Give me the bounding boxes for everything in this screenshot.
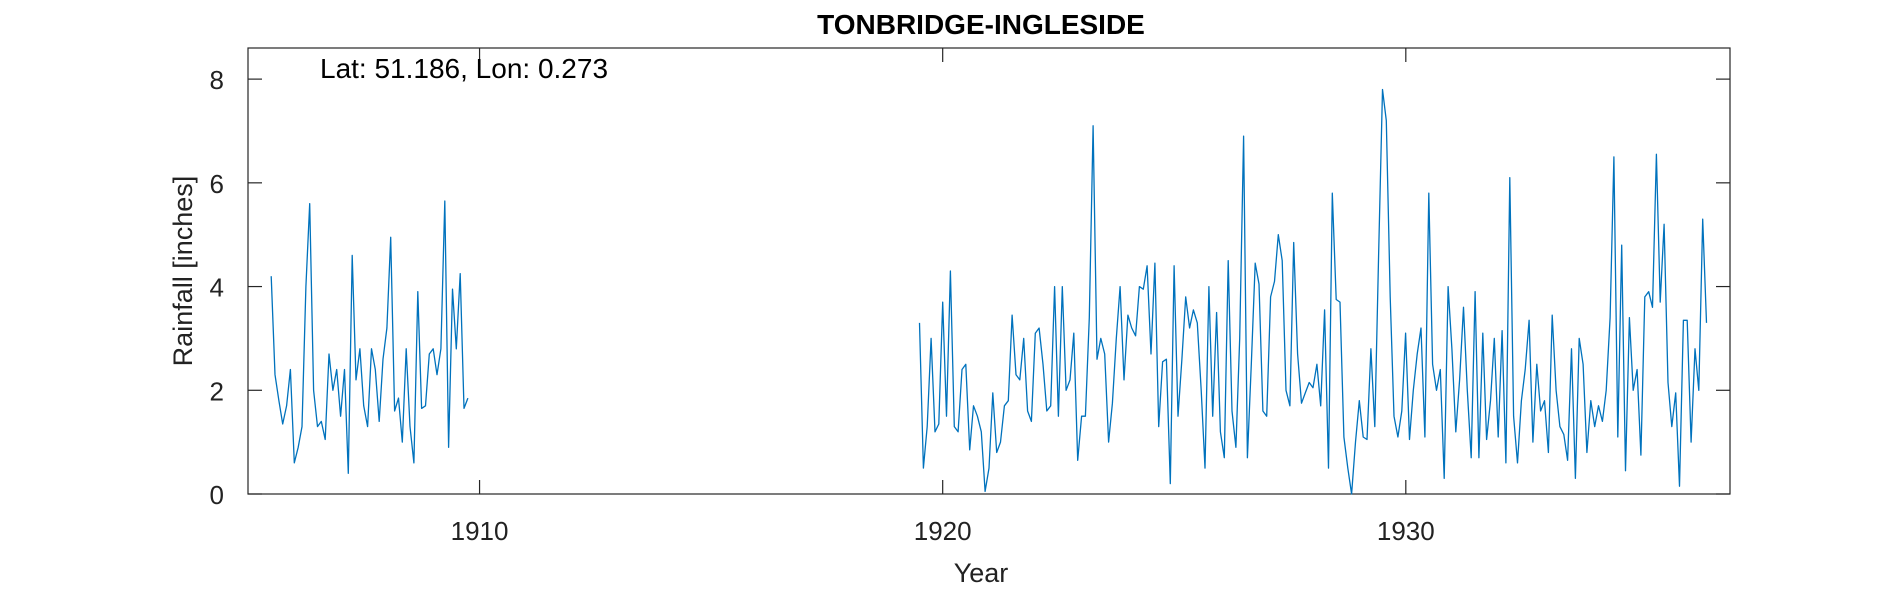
- y-tick-label: 4: [210, 273, 224, 303]
- y-tick-label: 0: [210, 480, 224, 510]
- rainfall-series-line: [918, 88, 1708, 495]
- y-tick-label: 6: [210, 169, 224, 199]
- x-tick-label: 1920: [914, 516, 972, 546]
- x-tick-label: 1910: [451, 516, 509, 546]
- y-axis-label: Rainfall [inches]: [168, 176, 198, 367]
- y-tick-label: 2: [210, 376, 224, 406]
- plot-area: [247, 47, 1731, 495]
- series-layer: [270, 88, 1708, 495]
- chart-title: TONBRIDGE-INGLESIDE: [817, 9, 1145, 40]
- axis-ticks: 1910 1920 1930 0 2 4 6 8: [210, 48, 1730, 546]
- y-tick-label: 8: [210, 65, 224, 95]
- x-axis-label: Year: [954, 558, 1009, 588]
- x-tick-label: 1930: [1377, 516, 1435, 546]
- rainfall-series-line: [270, 200, 469, 474]
- location-annotation: Lat: 51.186, Lon: 0.273: [320, 53, 608, 84]
